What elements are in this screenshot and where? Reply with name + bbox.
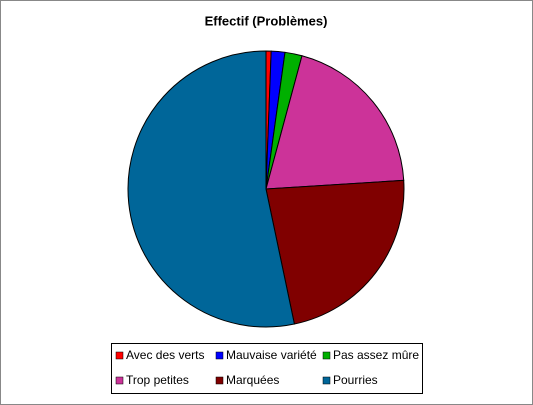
legend-label: Trop petites — [126, 373, 189, 387]
legend-swatch — [215, 376, 224, 385]
legend-label: Pas assez mûre — [333, 348, 419, 362]
pie-slice — [127, 50, 296, 328]
legend-swatch — [322, 351, 331, 360]
legend-swatch — [115, 376, 124, 385]
legend-swatch — [215, 351, 224, 360]
pie-slice — [265, 55, 405, 190]
pie-slice — [265, 179, 405, 325]
legend-label: Pourries — [333, 373, 378, 387]
legend — [111, 343, 423, 394]
legend-swatch — [322, 376, 331, 385]
legend-label: Mauvaise variété — [226, 348, 317, 362]
legend-label: Avec des verts — [126, 348, 204, 362]
legend-label: Marquées — [226, 373, 279, 387]
chart-title: Effectif (Problèmes) — [205, 13, 328, 28]
legend-swatch — [115, 351, 124, 360]
